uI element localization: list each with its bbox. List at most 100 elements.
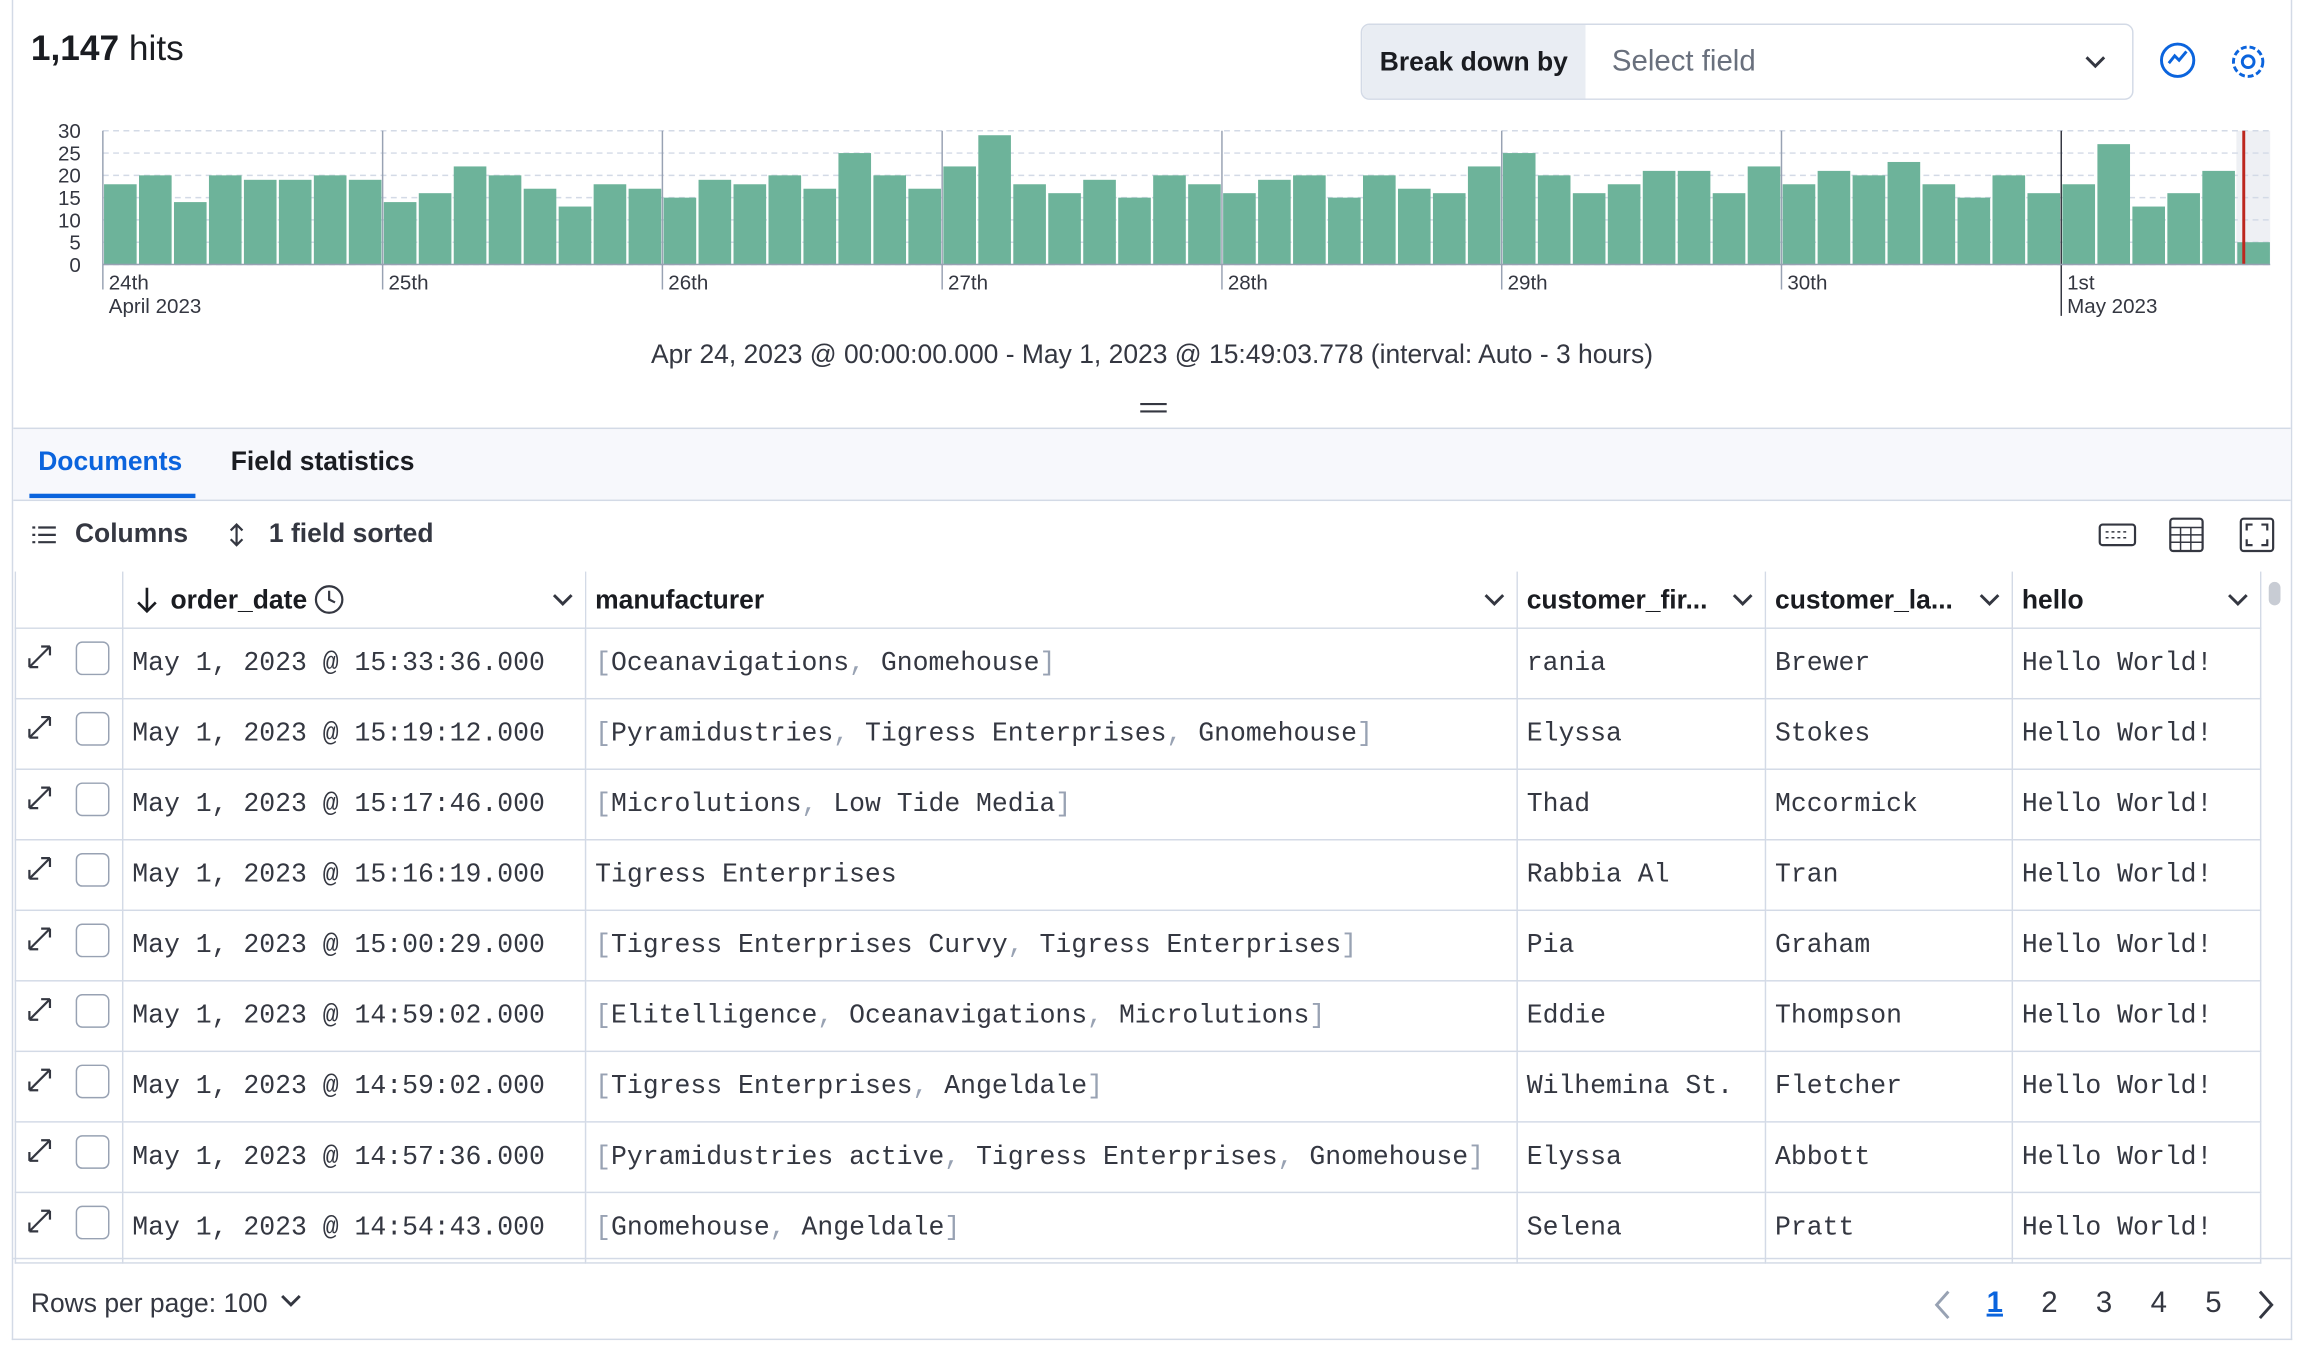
bar xyxy=(1188,184,1221,264)
array-item: Microlutions xyxy=(611,790,801,819)
page-number[interactable]: 2 xyxy=(2041,1287,2057,1321)
bar xyxy=(2167,193,2200,264)
cell: Hello World! xyxy=(2012,1051,2260,1122)
array-item: Elitelligence xyxy=(611,1001,817,1030)
array-item: Angeldale xyxy=(770,1213,945,1242)
array-item: Tigress Enterprises xyxy=(1008,931,1341,960)
column-menu[interactable] xyxy=(1976,589,2002,610)
column-header[interactable]: hello xyxy=(2012,572,2260,629)
column-title: manufacturer xyxy=(595,584,764,613)
row-controls xyxy=(15,1192,122,1263)
cell: Pyramidustries activeTigress Enterprises… xyxy=(586,1122,1518,1193)
row-actions[interactable] xyxy=(25,708,113,752)
hits-label: hits xyxy=(129,29,184,69)
bar xyxy=(1748,166,1781,264)
bar xyxy=(1363,175,1396,264)
column-menu[interactable] xyxy=(1481,589,1507,610)
array-item: Gnomehouse xyxy=(1278,1142,1468,1171)
x-month-label: May 2023 xyxy=(2067,295,2157,318)
bar xyxy=(244,180,277,265)
page-number[interactable]: 5 xyxy=(2205,1287,2221,1321)
bar xyxy=(489,175,522,264)
cell: GnomehouseAngeldale xyxy=(586,1192,1518,1263)
column-title: customer_la... xyxy=(1775,584,1953,613)
x-tick-label: 24th xyxy=(109,271,149,294)
prev-page[interactable] xyxy=(1931,1289,1955,1321)
resize-handle[interactable] xyxy=(1139,400,1168,415)
row-actions[interactable] xyxy=(25,1131,113,1175)
cell: Tigress Enterprises CurvyTigress Enterpr… xyxy=(586,910,1518,981)
tab[interactable]: Documents xyxy=(38,447,182,478)
row-actions[interactable] xyxy=(25,919,113,963)
bar xyxy=(1783,184,1816,264)
bar xyxy=(1398,189,1431,265)
control-header xyxy=(15,572,122,629)
time-range: Apr 24, 2023 @ 00:00:00.000 - May 1, 202… xyxy=(0,339,2304,370)
row-actions[interactable] xyxy=(25,1060,113,1104)
array-item: Tigress Enterprises xyxy=(611,1072,913,1101)
chevron xyxy=(273,1292,308,1313)
bar xyxy=(1013,184,1046,264)
scrollbar[interactable] xyxy=(2269,582,2281,606)
cell: rania xyxy=(1517,628,1765,699)
page-number[interactable]: 4 xyxy=(2151,1287,2167,1321)
cell: PyramidustriesTigress EnterprisesGnomeho… xyxy=(586,699,1518,770)
column-menu[interactable] xyxy=(550,589,576,610)
next-page[interactable] xyxy=(2254,1289,2278,1321)
column-menu[interactable] xyxy=(1729,589,1755,610)
row-actions[interactable] xyxy=(25,849,113,893)
cell: MicrolutionsLow Tide Media xyxy=(586,769,1518,840)
x-tick-label: 28th xyxy=(1228,271,1268,294)
row-actions[interactable] xyxy=(25,990,113,1034)
cell: Tigress Enterprises xyxy=(586,840,1518,911)
row-controls xyxy=(15,1122,122,1193)
array-item: Low Tide Media xyxy=(801,790,1055,819)
array-item: Pyramidustries xyxy=(611,719,833,748)
cell: Abbott xyxy=(1765,1122,2012,1193)
page-number[interactable]: 3 xyxy=(2096,1287,2112,1321)
row-actions[interactable] xyxy=(25,637,113,681)
cell: ElitelligenceOceanavigationsMicrolutions xyxy=(586,981,1518,1052)
array-item: Oceanavigations xyxy=(817,1001,1087,1030)
column-menu[interactable] xyxy=(2225,589,2251,610)
cell: Hello World! xyxy=(2012,910,2260,981)
settings-icon[interactable] xyxy=(2226,40,2270,84)
row-controls xyxy=(15,699,122,770)
rows-per-page[interactable]: Rows per page: 100 xyxy=(31,1289,309,1320)
column-header[interactable]: order_date xyxy=(123,572,586,629)
column-header[interactable]: customer_la... xyxy=(1765,572,2012,629)
tab-underline xyxy=(29,494,195,498)
row-actions[interactable] xyxy=(25,1201,113,1245)
bar xyxy=(454,166,487,264)
cell: May 1, 2023 @ 15:00:29.000 xyxy=(123,910,586,981)
inspect-icon[interactable] xyxy=(2157,40,2201,84)
array-value: Pyramidustries activeTigress Enterprises… xyxy=(595,1142,1484,1171)
bar xyxy=(2027,193,2060,264)
row-actions[interactable] xyxy=(25,778,113,822)
bar xyxy=(104,184,137,264)
column-header[interactable]: manufacturer xyxy=(586,572,1518,629)
tab[interactable]: Field statistics xyxy=(231,447,415,478)
cell: Rabbia Al xyxy=(1517,840,1765,911)
cell: Hello World! xyxy=(2012,628,2260,699)
cell: Pia xyxy=(1517,910,1765,981)
density-icon[interactable] xyxy=(2169,517,2204,552)
breakdown-select[interactable]: Break down by Select field xyxy=(1361,24,2134,100)
row: May 1, 2023 @ 14:54:43.000GnomehouseAnge… xyxy=(15,1192,2260,1263)
bar xyxy=(699,180,732,265)
keyboard-icon[interactable] xyxy=(2098,520,2136,549)
columns-button[interactable]: Columns xyxy=(75,519,188,550)
bar xyxy=(1853,175,1886,264)
cell: Thad xyxy=(1517,769,1765,840)
y-tick-label: 5 xyxy=(69,232,80,255)
cell: May 1, 2023 @ 15:17:46.000 xyxy=(123,769,586,840)
cell: Hello World! xyxy=(2012,981,2260,1052)
column-header[interactable]: customer_fir... xyxy=(1517,572,1765,629)
fullscreen-icon[interactable] xyxy=(2239,517,2274,552)
row: May 1, 2023 @ 14:59:02.000Tigress Enterp… xyxy=(15,1051,2260,1122)
bar xyxy=(734,184,767,264)
cell: May 1, 2023 @ 15:19:12.000 xyxy=(123,699,586,770)
page-number[interactable]: 1 xyxy=(1987,1287,2003,1321)
sort-button[interactable]: 1 field sorted xyxy=(269,519,434,550)
